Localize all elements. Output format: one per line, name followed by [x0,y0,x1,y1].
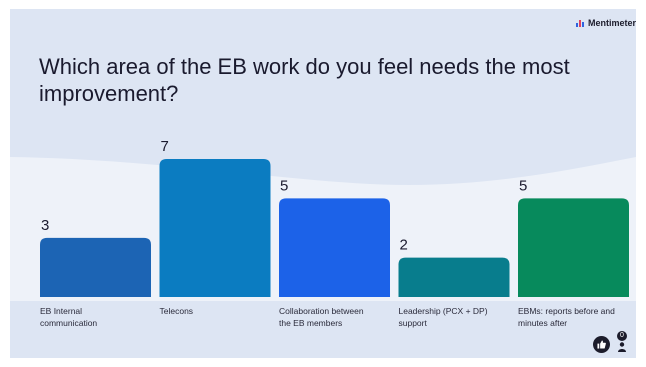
category-label-line: Leadership (PCX + DP) [398,306,488,316]
person-icon [618,342,626,352]
category-label-line: support [398,318,427,328]
audience-count: 0 [617,331,627,341]
category-label-5: EBMs: reports before and minutes after [518,305,626,329]
category-label-line: EB Internal [40,306,83,316]
value-label-5: 5 [519,177,527,194]
value-label-2: 7 [161,138,169,155]
question-title: Which area of the EB work do you feel ne… [39,54,570,106]
brand-name: Mentimeter [587,18,636,28]
bar-chart: 3 7 5 2 5 [40,138,629,297]
category-label-line: the EB members [279,318,343,328]
bar-3 [279,198,390,297]
bar-5 [518,198,629,297]
footer-controls: 0 [593,331,628,353]
bar-2 [159,159,271,297]
thumbs-up-icon [597,340,606,349]
category-label-line: EBMs: reports before and [518,306,615,316]
bar-4 [398,257,510,297]
value-label-4: 2 [400,237,408,254]
bar-chart-logo-icon [575,19,584,27]
category-label-line: Collaboration between [279,306,364,316]
category-label-line: minutes after [518,318,568,328]
category-label-line: Telecons [159,306,194,316]
category-label-4: Leadership (PCX + DP) support [399,305,507,329]
category-label-2: Telecons [160,305,268,317]
category-label-3: Collaboration between the EB members [279,305,387,329]
mentimeter-brand: Mentimeter [575,18,636,28]
slide: Mentimeter Which area of the EB work do … [10,9,636,358]
value-label-3: 5 [280,177,288,194]
category-label-1: EB Internal communication [40,305,148,329]
bar-1 [40,237,151,297]
category-label-line: communication [40,318,98,328]
value-label-1: 3 [41,217,49,234]
audience-indicator[interactable]: 0 [616,331,628,353]
reaction-button[interactable] [593,336,610,353]
